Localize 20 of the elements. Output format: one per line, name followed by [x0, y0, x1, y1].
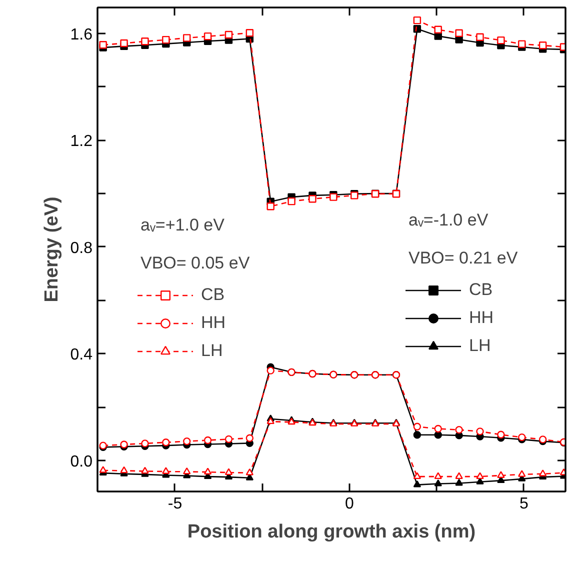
annotation: aᵥ=+1.0 eV [140, 216, 226, 234]
annotation: VBO= 0.05 eV [140, 254, 250, 272]
legend-label: CB [201, 285, 225, 305]
legend-label: CB [469, 280, 493, 300]
x-tick-label: 5 [520, 496, 529, 512]
y-tick-label: 1.2 [70, 133, 93, 150]
legend-label: HH [469, 308, 494, 328]
x-tick-label: -5 [168, 496, 182, 512]
x-tick-label: 0 [345, 496, 354, 512]
y-tick-label: 0.0 [70, 454, 93, 471]
legend-label: LH [201, 341, 223, 361]
legend-label: LH [469, 336, 491, 356]
y-tick-label: 0.4 [70, 346, 93, 364]
x-axis-title: Position along growth axis (nm) [187, 522, 476, 542]
y-axis-title: Energy (eV) [41, 196, 62, 302]
legend-label: HH [201, 313, 226, 333]
y-tick-label: 0.8 [70, 240, 93, 257]
y-tick-label: 1.6 [70, 26, 93, 44]
annotation: aᵥ=-1.0 eV [408, 210, 489, 230]
annotation: VBO= 0.21 eV [408, 248, 518, 268]
